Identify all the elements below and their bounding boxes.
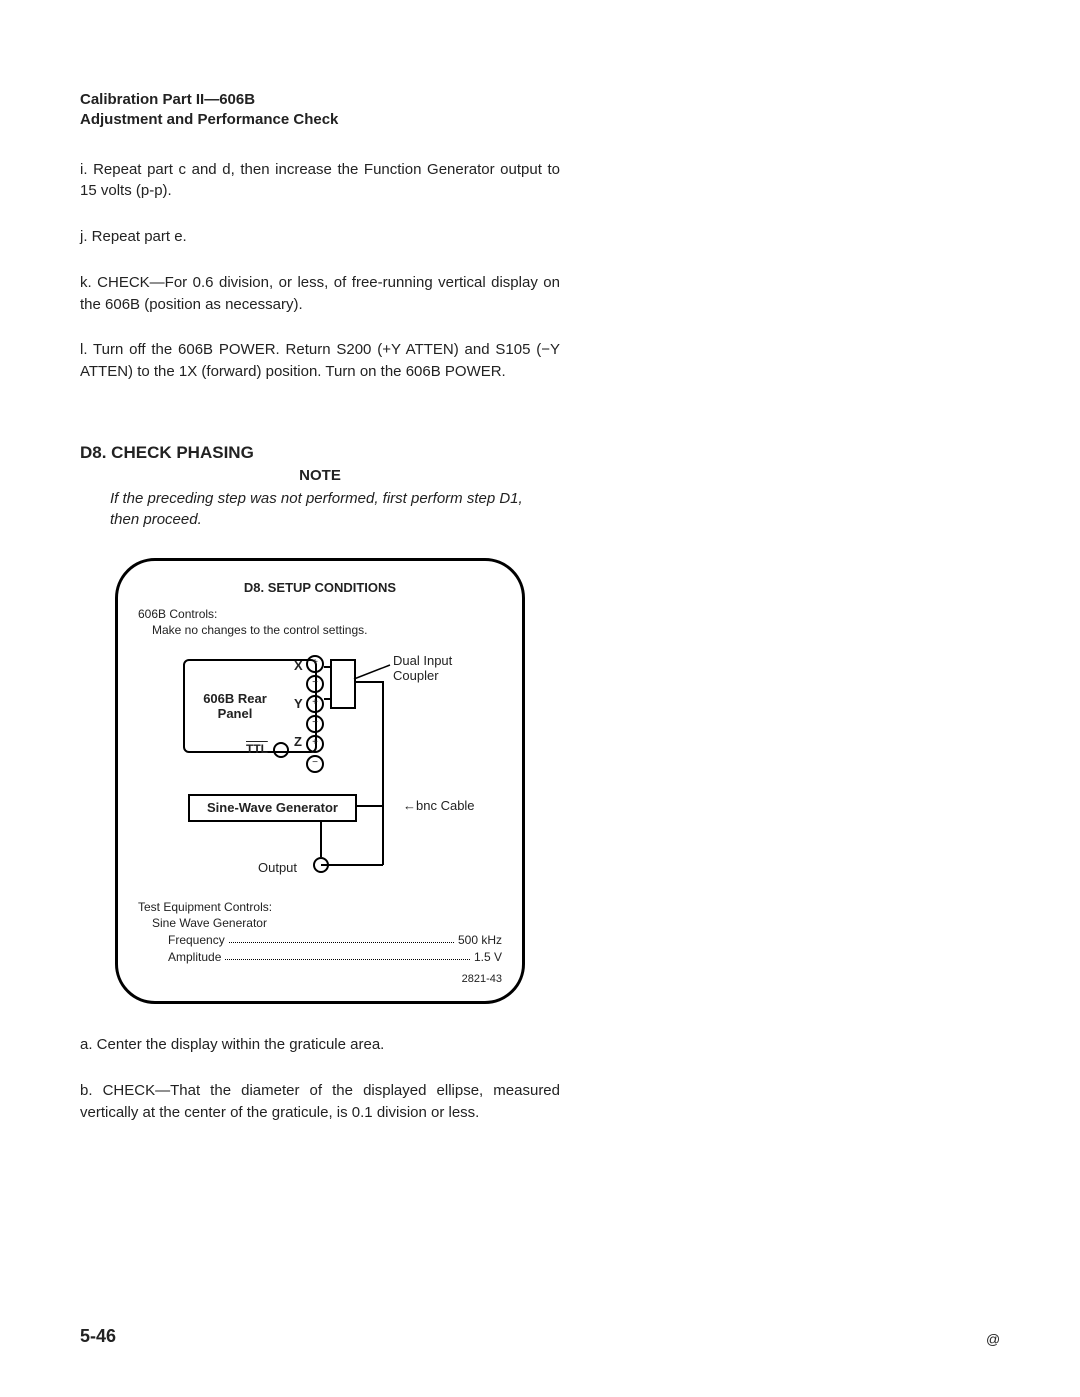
- bnc-label: ←bnc Cable: [403, 797, 475, 815]
- page-footer: 5-46 @: [80, 1326, 1000, 1347]
- sine-wave-generator-box: Sine-Wave Generator: [188, 794, 357, 822]
- note-label: NOTE: [80, 467, 560, 484]
- footer-mark: @: [986, 1331, 1000, 1347]
- note-body: If the preceding step was not performed,…: [110, 488, 530, 530]
- para-a: a. Center the display within the graticu…: [80, 1034, 560, 1056]
- figure-number: 2821-43: [138, 972, 502, 987]
- conn-x-plus: +: [306, 655, 324, 673]
- amp-row: Amplitude 1.5 V: [168, 949, 502, 966]
- diagram-area: 606B Rear Panel X Y Z + − + − + −: [138, 649, 502, 899]
- x-label: X: [294, 657, 303, 675]
- conn-x-minus: −: [306, 675, 324, 693]
- section-title: D8. CHECK PHASING: [80, 443, 560, 463]
- test-eq-label: Test Equipment Controls:: [138, 899, 502, 916]
- dots: [225, 949, 470, 960]
- para-b: b. CHECK—That the diameter of the displa…: [80, 1080, 560, 1124]
- amp-val: 1.5 V: [474, 949, 502, 966]
- rear-panel-label: 606B Rear Panel: [195, 691, 275, 722]
- para-l: l. Turn off the 606B POWER. Return S200 …: [80, 339, 560, 383]
- para-i: i. Repeat part c and d, then increase th…: [80, 159, 560, 203]
- controls-sub: Make no changes to the control settings.: [152, 622, 502, 638]
- header-block: Calibration Part II—606B Adjustment and …: [80, 90, 560, 131]
- y-label: Y: [294, 695, 303, 713]
- coupler-box: [330, 659, 356, 709]
- freq-row: Frequency 500 kHz: [168, 932, 502, 949]
- conn-z-plus: +: [306, 735, 324, 753]
- dots: [229, 932, 454, 943]
- amp-key: Amplitude: [168, 949, 221, 966]
- setup-title: D8. SETUP CONDITIONS: [138, 579, 502, 597]
- para-k: k. CHECK—For 0.6 division, or less, of f…: [80, 272, 560, 316]
- test-equipment-block: Test Equipment Controls: Sine Wave Gener…: [138, 899, 502, 988]
- setup-border: D8. SETUP CONDITIONS 606B Controls: Make…: [115, 558, 525, 1005]
- output-connector: [313, 857, 329, 873]
- controls-label: 606B Controls:: [138, 606, 502, 622]
- para-j: j. Repeat part e.: [80, 226, 560, 248]
- header-line2: Adjustment and Performance Check: [80, 110, 560, 130]
- output-label: Output: [258, 859, 297, 877]
- conn-y-plus: +: [306, 695, 324, 713]
- freq-val: 500 kHz: [458, 932, 502, 949]
- dual-input-text: Dual Input: [393, 653, 452, 669]
- header-line1: Calibration Part II—606B: [80, 90, 560, 110]
- z-label: Z: [294, 733, 302, 751]
- coupler-text: Coupler: [393, 668, 452, 684]
- ttl-label: TTL: [246, 741, 289, 758]
- swgen-label: Sine Wave Generator: [152, 915, 502, 932]
- left-column: Calibration Part II—606B Adjustment and …: [80, 90, 560, 1124]
- freq-key: Frequency: [168, 932, 225, 949]
- conn-y-minus: −: [306, 715, 324, 733]
- conn-z-minus: −: [306, 755, 324, 773]
- setup-box: D8. SETUP CONDITIONS 606B Controls: Make…: [115, 558, 525, 1005]
- page: Calibration Part II—606B Adjustment and …: [0, 0, 1080, 1397]
- dual-input-label: Dual Input Coupler: [393, 653, 452, 684]
- page-number: 5-46: [80, 1326, 116, 1347]
